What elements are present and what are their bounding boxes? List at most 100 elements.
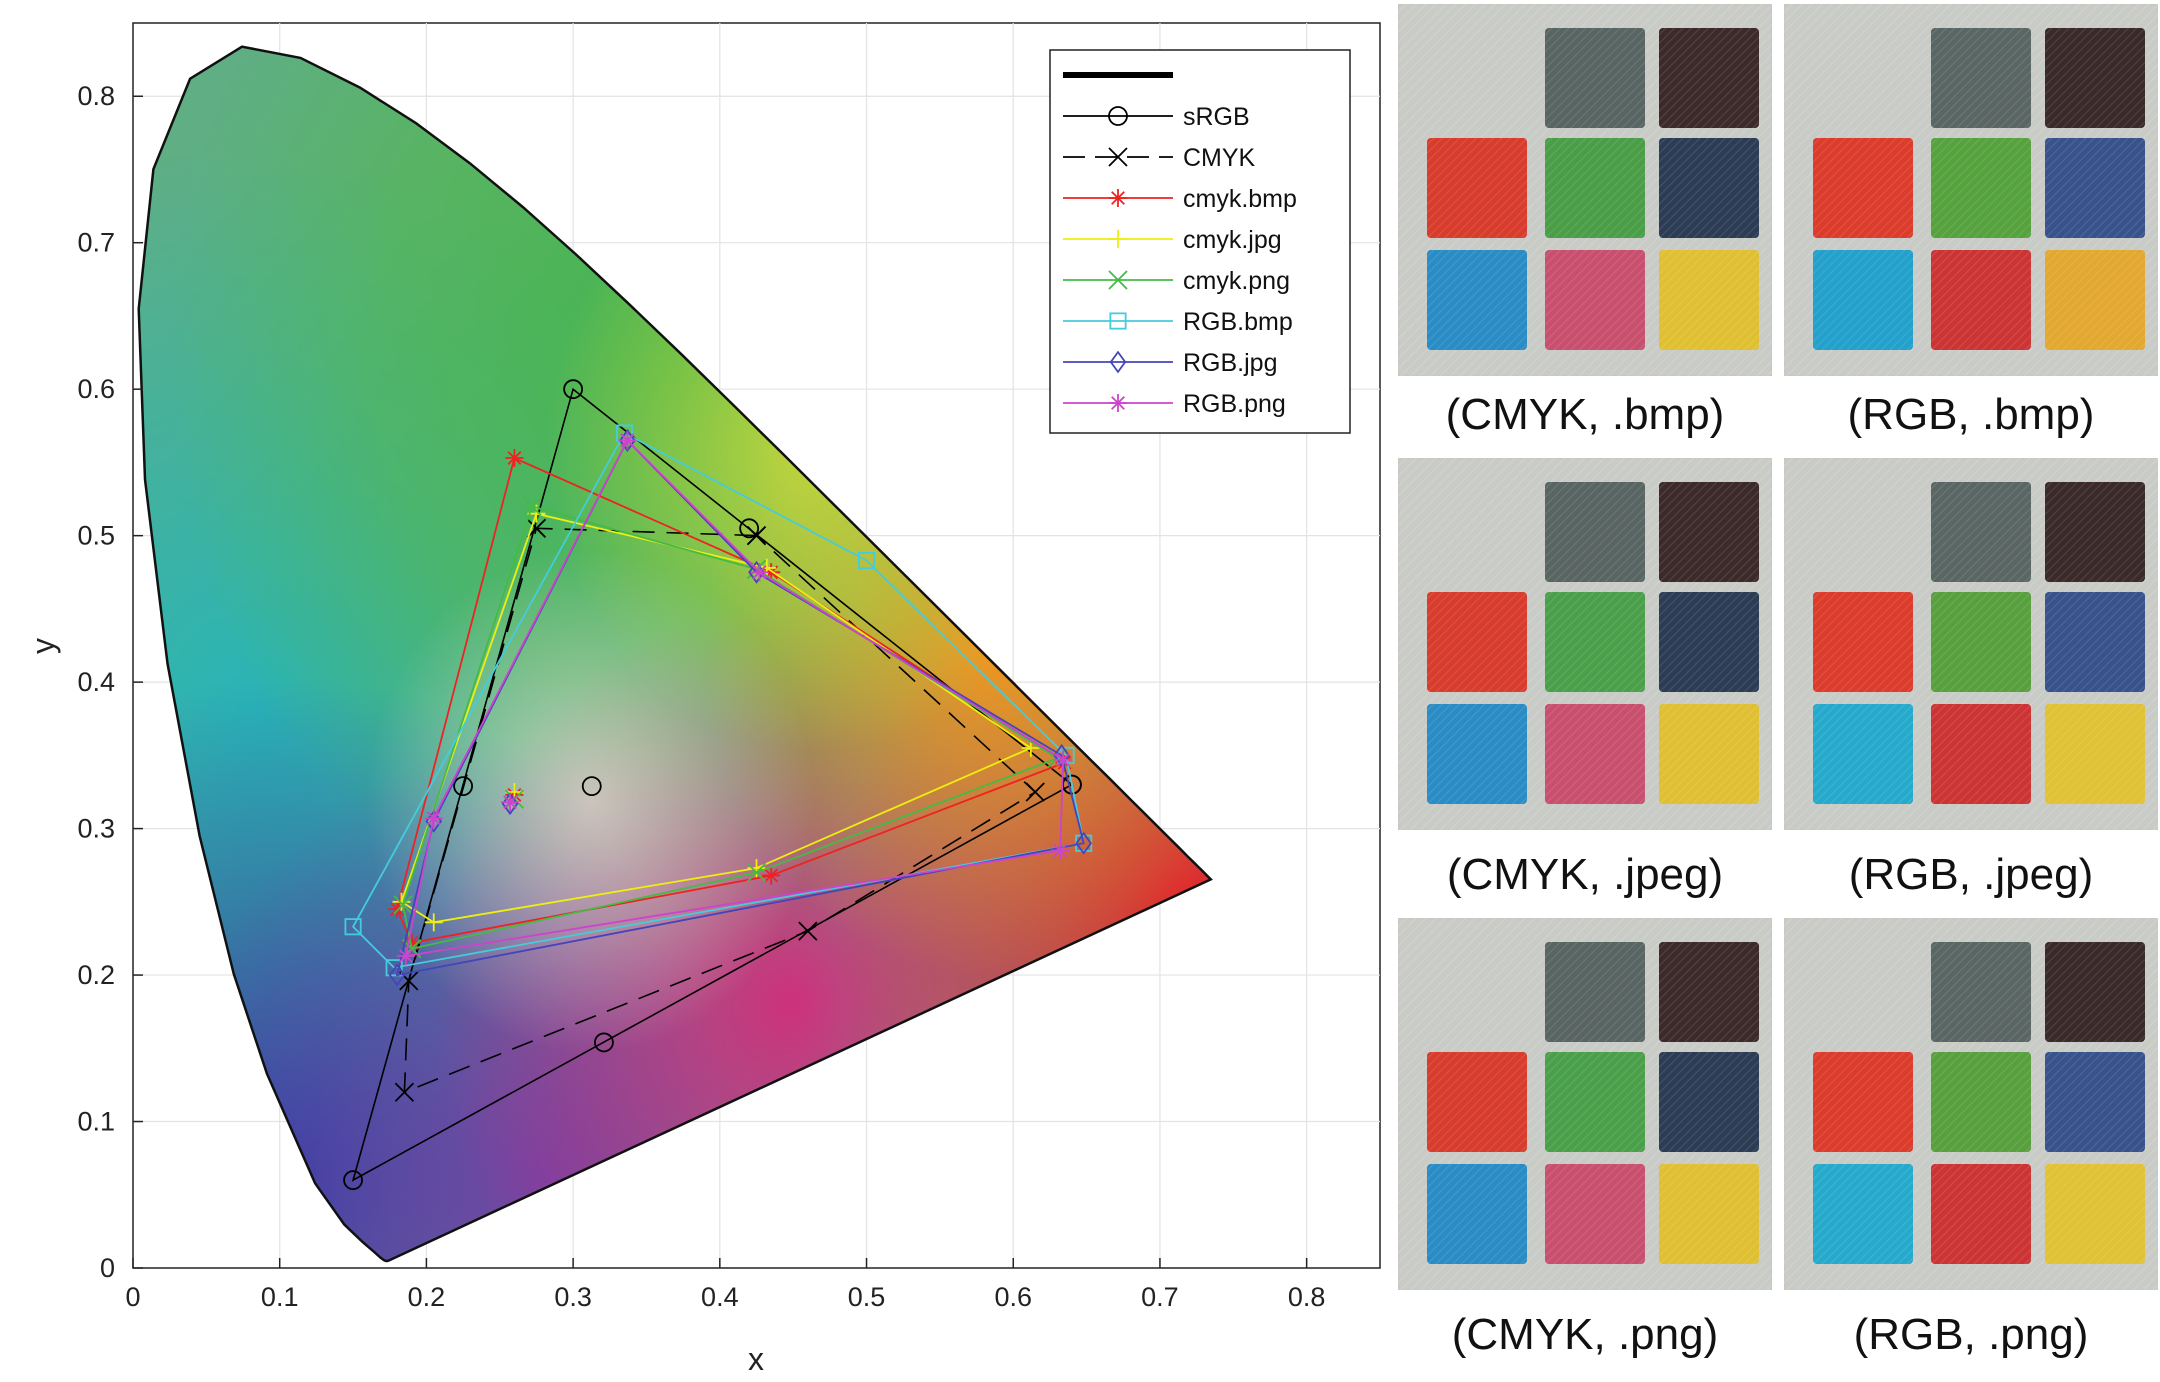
x-tick-label: 0.4 bbox=[701, 1282, 739, 1312]
data-point bbox=[396, 947, 415, 966]
data-point bbox=[343, 1170, 363, 1191]
color-swatch bbox=[2045, 942, 2145, 1042]
legend-marker bbox=[1109, 230, 1127, 248]
legend: sRGB CMYK cmyk.bmp cmyk.jpg cmyk.png RGB.bmp R… bbox=[1049, 49, 1351, 434]
data-point bbox=[739, 518, 760, 539]
color-swatch bbox=[2045, 704, 2145, 804]
color-swatch bbox=[2045, 138, 2145, 238]
color-swatch bbox=[1813, 592, 1913, 692]
photo-caption: (RGB, .png) bbox=[1853, 1310, 2089, 1359]
color-swatch bbox=[1813, 138, 1913, 238]
color-swatch bbox=[1931, 1052, 2031, 1152]
data-point bbox=[1075, 831, 1092, 855]
legend-marker bbox=[1109, 394, 1127, 412]
legend-box bbox=[1049, 49, 1351, 434]
color-swatch bbox=[1427, 1052, 1527, 1152]
legend-label: CMYK bbox=[1183, 144, 1256, 172]
series-layer bbox=[343, 379, 1093, 1191]
legend-entry: RGB.png bbox=[1063, 390, 1286, 418]
data-point bbox=[762, 866, 781, 885]
color-swatch bbox=[1545, 28, 1645, 128]
legend-marker bbox=[1108, 147, 1128, 167]
data-point bbox=[1054, 750, 1073, 769]
x-axis-label: x bbox=[748, 1341, 764, 1377]
color-swatch bbox=[2045, 28, 2145, 128]
color-swatch bbox=[1427, 704, 1527, 804]
color-swatch bbox=[2045, 482, 2145, 582]
color-swatch bbox=[1545, 592, 1645, 692]
color-swatch bbox=[1427, 592, 1527, 692]
series-line bbox=[351, 387, 1073, 1182]
x-tick-label: 0.5 bbox=[848, 1282, 886, 1312]
legend-marker bbox=[1109, 350, 1127, 374]
legend-label: sRGB bbox=[1183, 103, 1250, 131]
data-point bbox=[1051, 841, 1070, 860]
data-point bbox=[453, 776, 473, 797]
data-point bbox=[581, 776, 602, 797]
data-point bbox=[424, 913, 443, 932]
color-swatch bbox=[1659, 704, 1759, 804]
data-point bbox=[747, 859, 766, 878]
color-swatch bbox=[1931, 942, 2031, 1042]
y-tick-label: 0.4 bbox=[77, 667, 115, 697]
data-point bbox=[746, 862, 767, 883]
data-point bbox=[619, 429, 636, 452]
data-point bbox=[501, 793, 520, 812]
print-photo bbox=[1784, 4, 2158, 376]
data-point bbox=[385, 959, 403, 977]
color-swatch bbox=[1659, 592, 1759, 692]
data-point bbox=[798, 921, 818, 941]
print-photo bbox=[1784, 918, 2158, 1290]
series-srgb bbox=[343, 379, 1082, 1191]
color-swatch bbox=[1931, 1164, 2031, 1264]
legend-entry: cmyk.bmp bbox=[1063, 185, 1297, 213]
data-point bbox=[748, 560, 765, 584]
color-swatch bbox=[1813, 704, 1913, 804]
data-point bbox=[392, 892, 411, 911]
legend-entry: cmyk.jpg bbox=[1063, 226, 1282, 254]
legend-entry: RGB.jpg bbox=[1063, 349, 1277, 377]
color-swatch bbox=[1659, 1164, 1759, 1264]
print-photo bbox=[1398, 918, 1772, 1290]
x-tick-label: 0.1 bbox=[261, 1282, 299, 1312]
photo-caption: (CMYK, .bmp) bbox=[1445, 390, 1725, 439]
legend-marker bbox=[1108, 270, 1128, 290]
legend-label: cmyk.png bbox=[1183, 267, 1290, 295]
data-point bbox=[1053, 743, 1070, 767]
color-swatch bbox=[1659, 942, 1759, 1042]
data-point bbox=[1025, 782, 1045, 802]
data-point bbox=[522, 496, 542, 516]
print-photo bbox=[1784, 458, 2158, 830]
color-swatch bbox=[1931, 482, 2031, 582]
legend-marker bbox=[1108, 106, 1128, 126]
legend-label: cmyk.bmp bbox=[1183, 185, 1297, 213]
color-swatch bbox=[1931, 704, 2031, 804]
color-swatch bbox=[1931, 138, 2031, 238]
data-point bbox=[746, 526, 767, 546]
spectral-locus-outline bbox=[137, 45, 1213, 1263]
y-tick-label: 0.5 bbox=[77, 521, 115, 551]
color-swatch bbox=[1545, 1052, 1645, 1152]
color-swatch bbox=[1659, 28, 1759, 128]
data-point bbox=[563, 379, 584, 400]
color-swatch bbox=[1545, 250, 1645, 350]
legend-entry: CMYK bbox=[1063, 144, 1256, 172]
color-swatch bbox=[1545, 1164, 1645, 1264]
y-tick-label: 0.2 bbox=[77, 960, 115, 990]
chromaticity-chart: 0 0.1 0.2 0.3 0.4 0.5 0.6 0.7 0.8 0 0.1 0.2 0.3 0.4 0.… bbox=[25, 22, 1381, 1377]
data-point bbox=[857, 551, 876, 570]
legend-entry: sRGB bbox=[1063, 103, 1250, 131]
photo-caption: (CMYK, .jpeg) bbox=[1446, 850, 1724, 899]
color-swatch bbox=[1931, 592, 2031, 692]
data-point bbox=[501, 792, 519, 816]
data-point bbox=[750, 563, 769, 582]
color-swatch bbox=[2045, 250, 2145, 350]
color-swatch bbox=[1545, 704, 1645, 804]
legend-label: RGB.png bbox=[1183, 390, 1286, 418]
photo-caption: (RGB, .jpeg) bbox=[1848, 850, 2094, 899]
y-axis-label: y bbox=[25, 638, 61, 654]
color-swatch bbox=[1427, 138, 1527, 238]
color-swatch bbox=[1813, 1164, 1913, 1264]
x-tick-label: 0 bbox=[125, 1282, 140, 1312]
y-tick-label: 0.1 bbox=[77, 1107, 115, 1137]
